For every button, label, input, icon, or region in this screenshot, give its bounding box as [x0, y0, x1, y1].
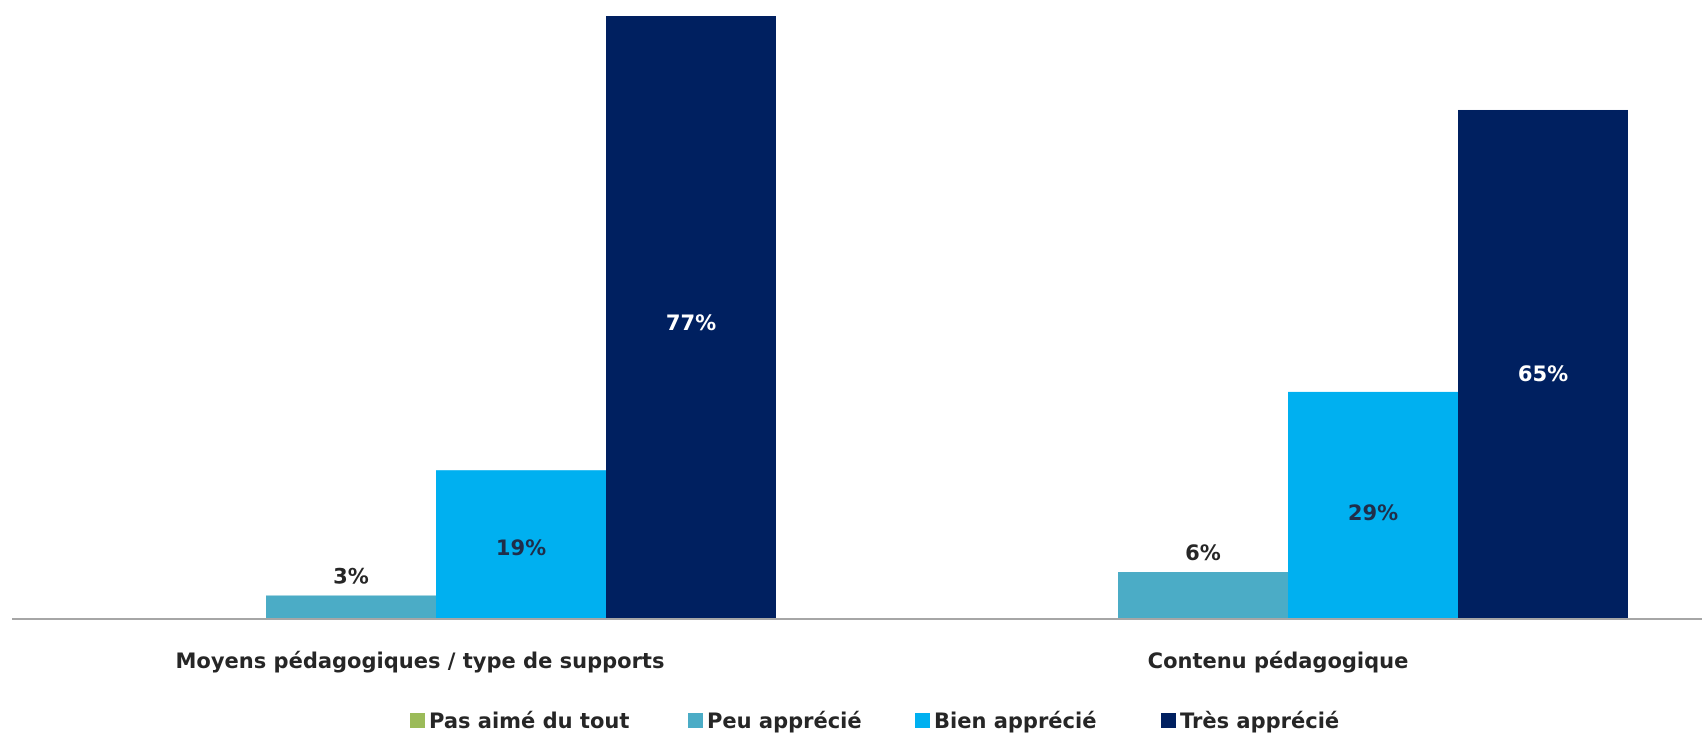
bar-bien-apprecie-2: [1288, 391, 1458, 619]
bars-layer: [266, 16, 1628, 619]
legend-label-pas-aime-du-tout: Pas aimé du tout: [429, 709, 629, 733]
category-label-1: Moyens pédagogiques / type de supports: [176, 649, 665, 673]
legend-swatch-peu-apprecie: [688, 713, 703, 728]
category-labels-layer: Moyens pédagogiques / type de supports Co…: [176, 649, 1409, 673]
bar-tres-apprecie-1: [606, 16, 776, 619]
legend: Pas aimé du tout Peu apprécié Bien appréci…: [410, 709, 1339, 733]
legend-swatch-pas-aime-du-tout: [410, 713, 425, 728]
data-label-bien-apprecie-2: 29%: [1348, 501, 1398, 525]
bar-tres-apprecie-2: [1458, 109, 1628, 619]
data-label-bien-apprecie-1: 19%: [496, 536, 546, 560]
bar-peu-apprecie-1: [266, 595, 436, 619]
bar-bien-apprecie-1: [436, 470, 606, 619]
legend-label-tres-apprecie: Très apprécié: [1180, 709, 1339, 733]
data-label-peu-apprecie-1: 3%: [333, 565, 369, 589]
legend-swatch-bien-apprecie: [915, 713, 930, 728]
data-label-tres-apprecie-1: 77%: [666, 311, 716, 335]
data-label-peu-apprecie-2: 6%: [1185, 541, 1221, 565]
value-labels-layer: 3% 19% 77% 6% 29% 65%: [333, 311, 1568, 589]
legend-label-peu-apprecie: Peu apprécié: [707, 709, 862, 733]
legend-label-bien-apprecie: Bien apprécié: [934, 709, 1096, 733]
data-label-tres-apprecie-2: 65%: [1518, 362, 1568, 386]
legend-swatch-tres-apprecie: [1161, 713, 1176, 728]
category-label-2: Contenu pédagogique: [1148, 649, 1409, 673]
bar-peu-apprecie-2: [1118, 572, 1288, 619]
